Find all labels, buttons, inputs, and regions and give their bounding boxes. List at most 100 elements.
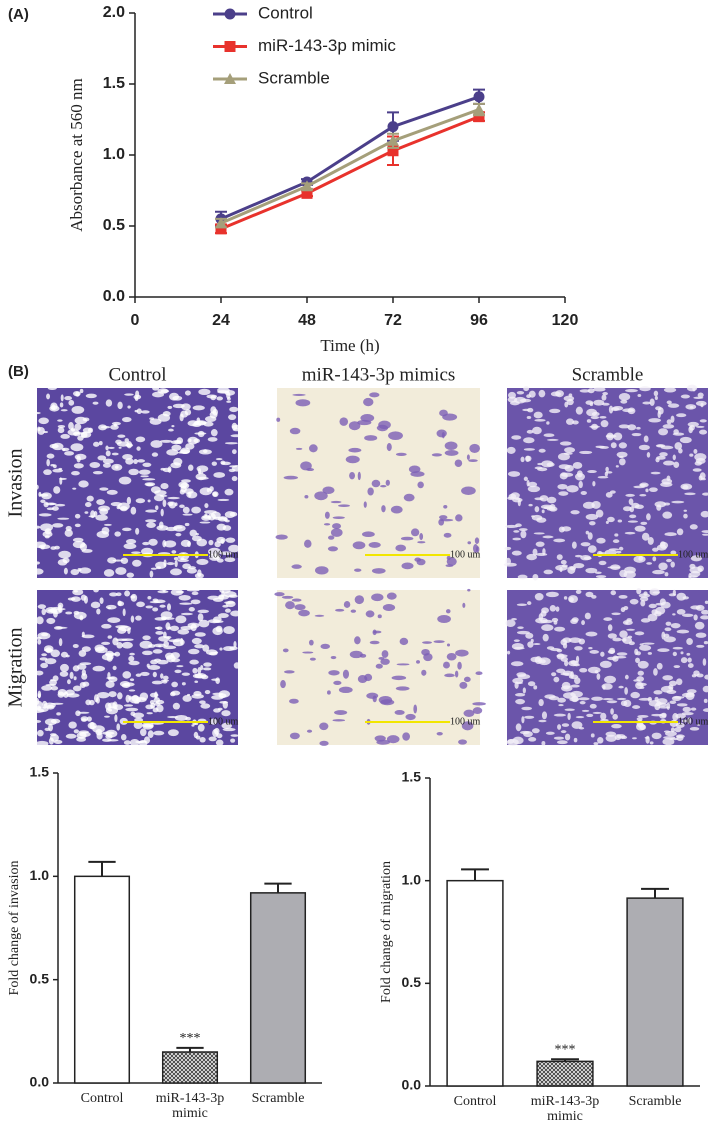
cell (78, 567, 92, 574)
cell (595, 445, 605, 449)
cell (639, 386, 651, 392)
cell (604, 675, 616, 684)
cell (646, 513, 651, 521)
cell (191, 693, 204, 699)
cell (217, 498, 230, 502)
significance-label: *** (180, 1031, 201, 1046)
cell (536, 517, 547, 523)
cell (549, 408, 561, 414)
cell (645, 735, 650, 744)
cell (64, 451, 75, 456)
cell (179, 489, 186, 495)
cell (37, 426, 45, 435)
cell (573, 562, 585, 569)
cell (229, 406, 239, 413)
cell (516, 672, 527, 677)
cell (562, 670, 573, 677)
cell (605, 466, 609, 472)
cell (605, 520, 609, 524)
cell (129, 738, 140, 747)
cell (472, 702, 486, 706)
micrograph (37, 388, 238, 578)
cell (583, 556, 592, 561)
cell (65, 611, 73, 615)
cell (338, 686, 353, 694)
y-tick-label: 1.0 (103, 146, 125, 163)
cell (673, 461, 680, 468)
cell (102, 458, 114, 464)
cell (323, 523, 331, 526)
cell (702, 685, 709, 693)
marker (387, 134, 399, 146)
cell (58, 638, 63, 647)
cell (194, 644, 205, 649)
cell (553, 736, 565, 740)
cell (378, 657, 385, 660)
cell (68, 422, 74, 430)
cell (159, 494, 168, 497)
cell (107, 446, 115, 449)
cell (589, 521, 596, 526)
cell (618, 442, 627, 449)
cell (376, 739, 391, 745)
cell (68, 399, 75, 406)
cell (169, 625, 180, 632)
cell (153, 730, 165, 736)
cell (224, 608, 231, 613)
cell (655, 444, 666, 448)
legend-label: Control (258, 3, 313, 22)
cell (354, 595, 365, 605)
cell (541, 607, 549, 614)
scale-bar-label: 100 um (450, 549, 481, 560)
cell (612, 713, 618, 720)
cell (535, 617, 548, 624)
cell (189, 659, 199, 665)
cell (171, 681, 179, 688)
cell (607, 656, 617, 661)
cell (629, 514, 637, 519)
cell (130, 506, 137, 515)
cell (386, 443, 392, 452)
cell (416, 660, 421, 664)
cell (49, 443, 59, 449)
cell (96, 530, 110, 539)
cell (115, 625, 129, 629)
cell (59, 402, 64, 408)
cell (610, 442, 617, 449)
cell (145, 605, 154, 609)
cell (648, 487, 658, 492)
cell (560, 559, 567, 565)
cell (314, 566, 329, 575)
cell (672, 613, 676, 616)
cell (57, 427, 65, 434)
cell (280, 680, 286, 689)
cell (208, 539, 214, 546)
cell (35, 484, 39, 490)
cell (79, 681, 86, 689)
cell (35, 616, 44, 625)
cell (538, 389, 546, 398)
cell (634, 504, 644, 510)
cell (180, 638, 184, 646)
cell (587, 532, 593, 540)
cell (516, 603, 527, 607)
cell (147, 499, 151, 503)
cell (70, 569, 80, 576)
cell (564, 660, 569, 667)
cell (156, 704, 164, 713)
cell (50, 702, 64, 705)
cell (110, 424, 119, 430)
cell (200, 703, 211, 709)
cell (618, 424, 630, 429)
cell (702, 658, 707, 666)
cell (612, 539, 620, 543)
cell (151, 452, 159, 457)
cell (563, 596, 568, 600)
cell (55, 626, 68, 629)
cell (230, 610, 242, 617)
cell (101, 738, 112, 742)
cell (381, 650, 389, 658)
cell (527, 681, 536, 687)
cell (161, 679, 169, 682)
cell (702, 708, 709, 713)
